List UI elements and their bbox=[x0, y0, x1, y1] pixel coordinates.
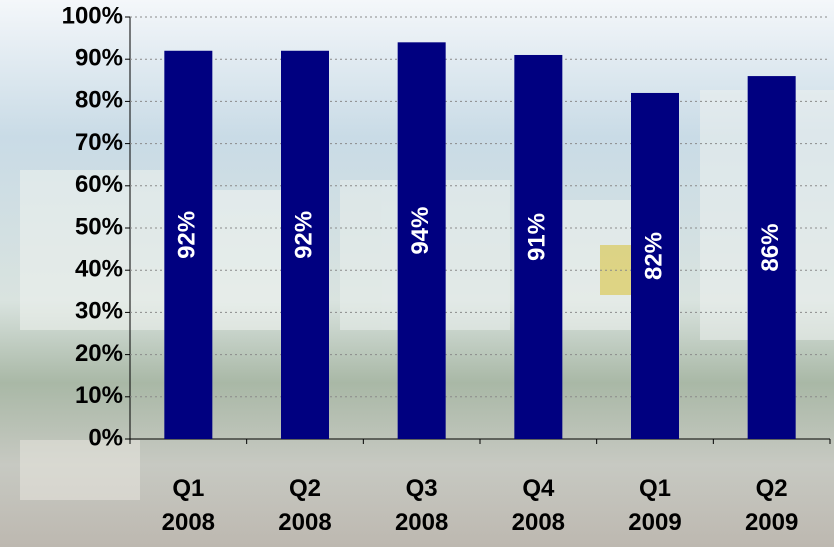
y-tick-label: 30% bbox=[75, 298, 123, 325]
x-tick-label: Q2 2008 bbox=[270, 472, 340, 540]
chart-svg: 0% 10% 20% 30% 40% 50% 60% 70% 80% 90% 100% 92% 92% 9… bbox=[0, 0, 834, 547]
x-tick-label: Q2 2009 bbox=[737, 472, 807, 540]
x-tick-label: Q1 2009 bbox=[620, 472, 690, 540]
y-tick-label: 40% bbox=[75, 256, 123, 283]
data-label: 92% bbox=[174, 211, 201, 259]
data-label: 91% bbox=[524, 213, 551, 261]
y-tick-label: 70% bbox=[75, 129, 123, 156]
y-tick-label: 0% bbox=[88, 424, 123, 451]
y-tick-label: 80% bbox=[75, 87, 123, 114]
data-label: 94% bbox=[407, 207, 434, 255]
y-tick-label: 50% bbox=[75, 213, 123, 240]
chart: 0% 10% 20% 30% 40% 50% 60% 70% 80% 90% 100% 92% 92% 9… bbox=[0, 0, 834, 547]
y-tick-label: 90% bbox=[75, 45, 123, 72]
y-tick-label: 100% bbox=[62, 2, 123, 29]
y-tick-label: 60% bbox=[75, 171, 123, 198]
y-tick-label: 10% bbox=[75, 382, 123, 409]
y-tick-label: 20% bbox=[75, 340, 123, 367]
data-label: 92% bbox=[290, 211, 317, 259]
x-tick-label: Q1 2008 bbox=[153, 472, 223, 540]
x-tick-label: Q4 2008 bbox=[503, 472, 573, 540]
x-tick-label: Q3 2008 bbox=[387, 472, 457, 540]
data-label: 86% bbox=[757, 224, 784, 272]
data-label: 82% bbox=[640, 232, 667, 280]
